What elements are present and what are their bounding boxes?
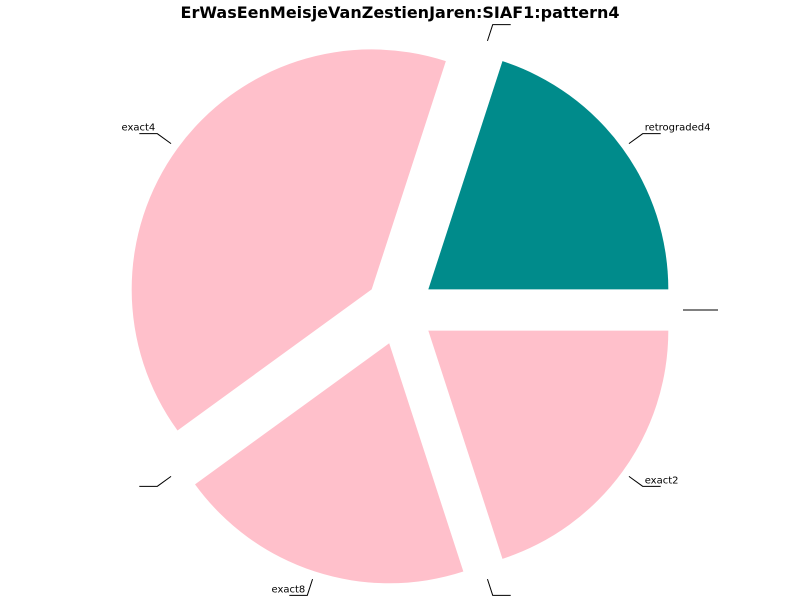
pie-slice-retrograded4 (428, 61, 669, 290)
leader-line-gap-1 (486, 578, 511, 596)
leader-line-gap-5 (486, 24, 511, 42)
slice-label-exact8: exact8 (271, 584, 305, 595)
leader-line-exact2 (628, 475, 661, 487)
pie-slice-exact2 (428, 330, 669, 559)
leader-line-retrograded4 (628, 133, 661, 145)
leader-line-exact4 (139, 133, 172, 145)
slice-label-retrograded4: retrograded4 (645, 123, 711, 134)
leader-line-gap-3 (139, 475, 172, 487)
pie-slice-exact4 (131, 49, 446, 431)
slice-label-exact4: exact4 (121, 123, 155, 134)
chart-title: ErWasEenMeisjeVanZestienJaren:SIAF1:patt… (180, 3, 620, 22)
pie-slice-exact8 (195, 343, 464, 584)
slice-label-exact2: exact2 (645, 475, 679, 486)
leader-line-exact8 (289, 578, 314, 596)
